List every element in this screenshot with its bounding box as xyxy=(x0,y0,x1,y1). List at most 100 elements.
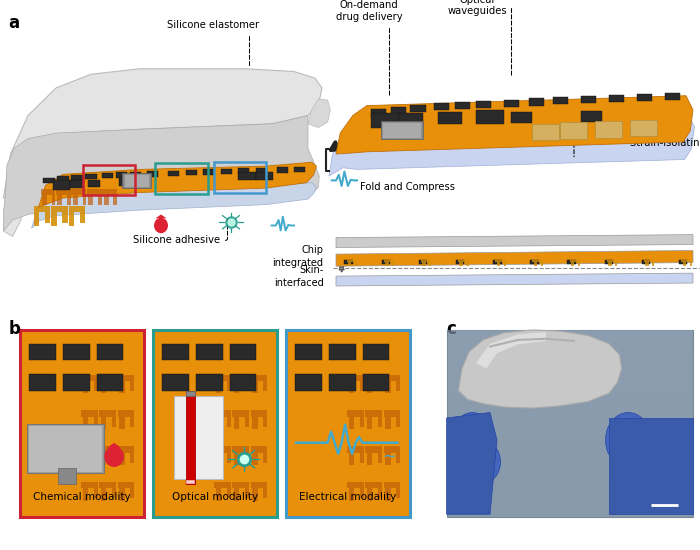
Bar xyxy=(186,390,195,396)
Polygon shape xyxy=(232,482,249,500)
Bar xyxy=(20,479,144,516)
Bar xyxy=(286,479,409,516)
Bar xyxy=(238,172,256,180)
Bar xyxy=(344,260,353,264)
Bar xyxy=(679,260,687,264)
Bar xyxy=(214,162,266,192)
Bar xyxy=(595,121,622,138)
Polygon shape xyxy=(681,260,692,266)
Bar xyxy=(448,424,692,433)
Polygon shape xyxy=(251,410,267,429)
Bar xyxy=(511,112,532,123)
Polygon shape xyxy=(41,189,55,205)
Text: b: b xyxy=(8,320,20,338)
Bar xyxy=(448,349,692,358)
Bar xyxy=(363,374,389,390)
Ellipse shape xyxy=(452,412,493,465)
Bar xyxy=(71,175,83,180)
Polygon shape xyxy=(384,482,400,500)
Ellipse shape xyxy=(154,218,168,233)
Bar xyxy=(381,121,423,139)
Bar xyxy=(186,390,195,484)
Polygon shape xyxy=(99,446,116,465)
Bar xyxy=(63,344,90,360)
Bar xyxy=(448,405,692,414)
Polygon shape xyxy=(81,482,98,500)
Bar xyxy=(528,98,544,106)
Bar xyxy=(448,330,692,339)
Polygon shape xyxy=(99,482,116,500)
Polygon shape xyxy=(347,375,364,393)
Bar xyxy=(448,414,692,424)
Bar xyxy=(70,180,84,188)
Bar xyxy=(476,101,491,108)
Bar xyxy=(448,367,692,377)
Text: Electrical modality: Electrical modality xyxy=(300,492,396,502)
Bar xyxy=(363,344,389,360)
Polygon shape xyxy=(71,189,86,205)
Bar xyxy=(448,377,692,386)
Bar xyxy=(203,169,214,175)
Bar xyxy=(609,95,624,102)
Bar xyxy=(153,479,276,516)
Bar xyxy=(560,122,587,139)
Polygon shape xyxy=(365,410,382,429)
Polygon shape xyxy=(458,260,468,266)
Bar xyxy=(448,489,692,498)
Bar xyxy=(455,102,470,109)
Bar xyxy=(448,433,692,442)
FancyBboxPatch shape xyxy=(153,330,277,517)
Polygon shape xyxy=(384,375,400,393)
Text: Silicone adhesive: Silicone adhesive xyxy=(133,218,228,245)
Bar xyxy=(476,110,504,124)
Ellipse shape xyxy=(618,440,657,484)
Bar xyxy=(456,260,464,264)
Bar xyxy=(168,170,179,176)
Polygon shape xyxy=(232,410,249,429)
Polygon shape xyxy=(99,410,116,429)
Bar xyxy=(295,374,322,390)
Polygon shape xyxy=(447,412,497,514)
Bar xyxy=(230,374,256,390)
Bar xyxy=(256,172,273,180)
Polygon shape xyxy=(308,99,330,128)
Polygon shape xyxy=(81,446,98,465)
Polygon shape xyxy=(232,446,249,465)
Bar xyxy=(448,442,692,452)
Polygon shape xyxy=(81,410,98,429)
Polygon shape xyxy=(32,183,316,228)
Polygon shape xyxy=(56,189,71,205)
Polygon shape xyxy=(495,260,505,266)
Bar xyxy=(448,461,692,470)
Bar xyxy=(276,167,288,173)
Bar xyxy=(448,498,692,508)
Bar xyxy=(438,112,462,124)
Polygon shape xyxy=(251,446,267,465)
Polygon shape xyxy=(336,250,693,266)
Text: Optical modality: Optical modality xyxy=(172,492,258,502)
Text: Fold and Compress: Fold and Compress xyxy=(360,182,455,192)
Bar xyxy=(162,374,189,390)
Text: ~: ~ xyxy=(382,448,396,465)
Bar xyxy=(448,452,692,461)
Polygon shape xyxy=(99,375,116,393)
Polygon shape xyxy=(365,482,382,500)
Bar xyxy=(637,94,652,101)
FancyBboxPatch shape xyxy=(20,330,144,517)
Bar xyxy=(230,344,256,360)
Polygon shape xyxy=(214,446,231,465)
Polygon shape xyxy=(4,69,322,201)
Bar xyxy=(102,173,113,178)
Bar xyxy=(43,178,55,183)
Bar xyxy=(371,109,386,117)
Polygon shape xyxy=(336,235,693,248)
Polygon shape xyxy=(34,206,50,226)
Polygon shape xyxy=(38,162,316,207)
Bar xyxy=(448,339,692,349)
Bar xyxy=(63,374,90,390)
Bar xyxy=(448,358,692,367)
Polygon shape xyxy=(81,375,98,393)
Bar xyxy=(88,180,100,187)
Text: Chip
integrated: Chip integrated xyxy=(272,245,323,267)
Bar xyxy=(419,260,427,264)
